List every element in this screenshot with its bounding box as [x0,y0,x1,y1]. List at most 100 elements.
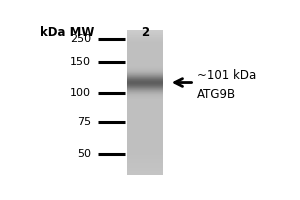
Bar [127,51,163,52]
Bar [127,31,163,32]
Bar [127,163,163,164]
Bar [127,132,163,133]
Bar [127,48,163,49]
Bar [127,87,163,88]
Bar [127,59,163,60]
Text: 50: 50 [77,149,91,159]
Bar [127,89,163,90]
Bar [127,154,163,155]
Bar [127,115,163,116]
Bar [127,56,163,57]
Bar [127,46,163,47]
Bar [127,88,163,89]
Bar [127,81,163,82]
Bar [127,86,163,87]
Bar [127,38,163,39]
Bar [127,39,163,40]
Bar [127,116,163,117]
Bar [127,114,163,115]
Bar [127,127,163,128]
Bar [127,124,163,125]
Bar [127,55,163,56]
Bar [127,120,163,121]
Bar [127,74,163,75]
Bar [127,118,163,119]
Bar [127,79,163,80]
Bar [127,37,163,38]
Bar [127,169,163,170]
Bar [127,171,163,172]
Bar [127,45,163,46]
Bar [127,77,163,78]
Bar [127,126,163,127]
Bar [127,75,163,76]
Bar [127,123,163,124]
Bar [127,86,163,87]
Bar [127,117,163,118]
Text: 250: 250 [70,34,91,44]
Bar [127,77,163,78]
Bar [127,33,163,34]
Bar [127,85,163,86]
Bar [127,83,163,84]
Bar [127,80,163,81]
Bar [127,93,163,94]
Bar [127,151,163,152]
Bar [127,53,163,54]
Bar [127,70,163,71]
Bar [127,52,163,53]
Bar [127,70,163,71]
Bar [127,144,163,145]
Bar [127,78,163,79]
Bar [127,91,163,92]
Bar [127,87,163,88]
Bar [127,136,163,137]
Bar [127,106,163,107]
Bar [127,131,163,132]
Bar [127,100,163,101]
Bar [127,35,163,36]
Bar [127,146,163,147]
Bar [127,138,163,139]
Bar [127,97,163,98]
Bar [127,92,163,93]
Bar [127,95,163,96]
Bar [127,109,163,110]
Bar [127,76,163,77]
Bar [127,162,163,163]
Bar [127,36,163,37]
Bar [127,83,163,84]
Bar [127,141,163,142]
Bar [127,90,163,91]
Bar [127,108,163,109]
Bar [127,49,163,50]
Bar [127,90,163,91]
Bar [127,47,163,48]
Bar [127,92,163,93]
Text: ~101 kDa: ~101 kDa [197,69,256,82]
Bar [127,72,163,73]
Bar [127,84,163,85]
Bar [127,143,163,144]
Bar [127,75,163,76]
Bar [127,71,163,72]
Bar [127,30,163,31]
Bar [127,34,163,35]
Bar [127,107,163,108]
Bar [127,157,163,158]
Bar [127,160,163,161]
Bar [127,78,163,79]
Text: 75: 75 [77,117,91,127]
Bar [127,103,163,104]
Bar [127,165,163,166]
Bar [127,172,163,173]
Bar [127,60,163,61]
Bar [127,139,163,140]
Bar [127,104,163,105]
Bar [127,94,163,95]
Bar [127,84,163,85]
Bar [127,166,163,167]
Bar [127,64,163,65]
Bar [127,161,163,162]
Bar [127,105,163,106]
